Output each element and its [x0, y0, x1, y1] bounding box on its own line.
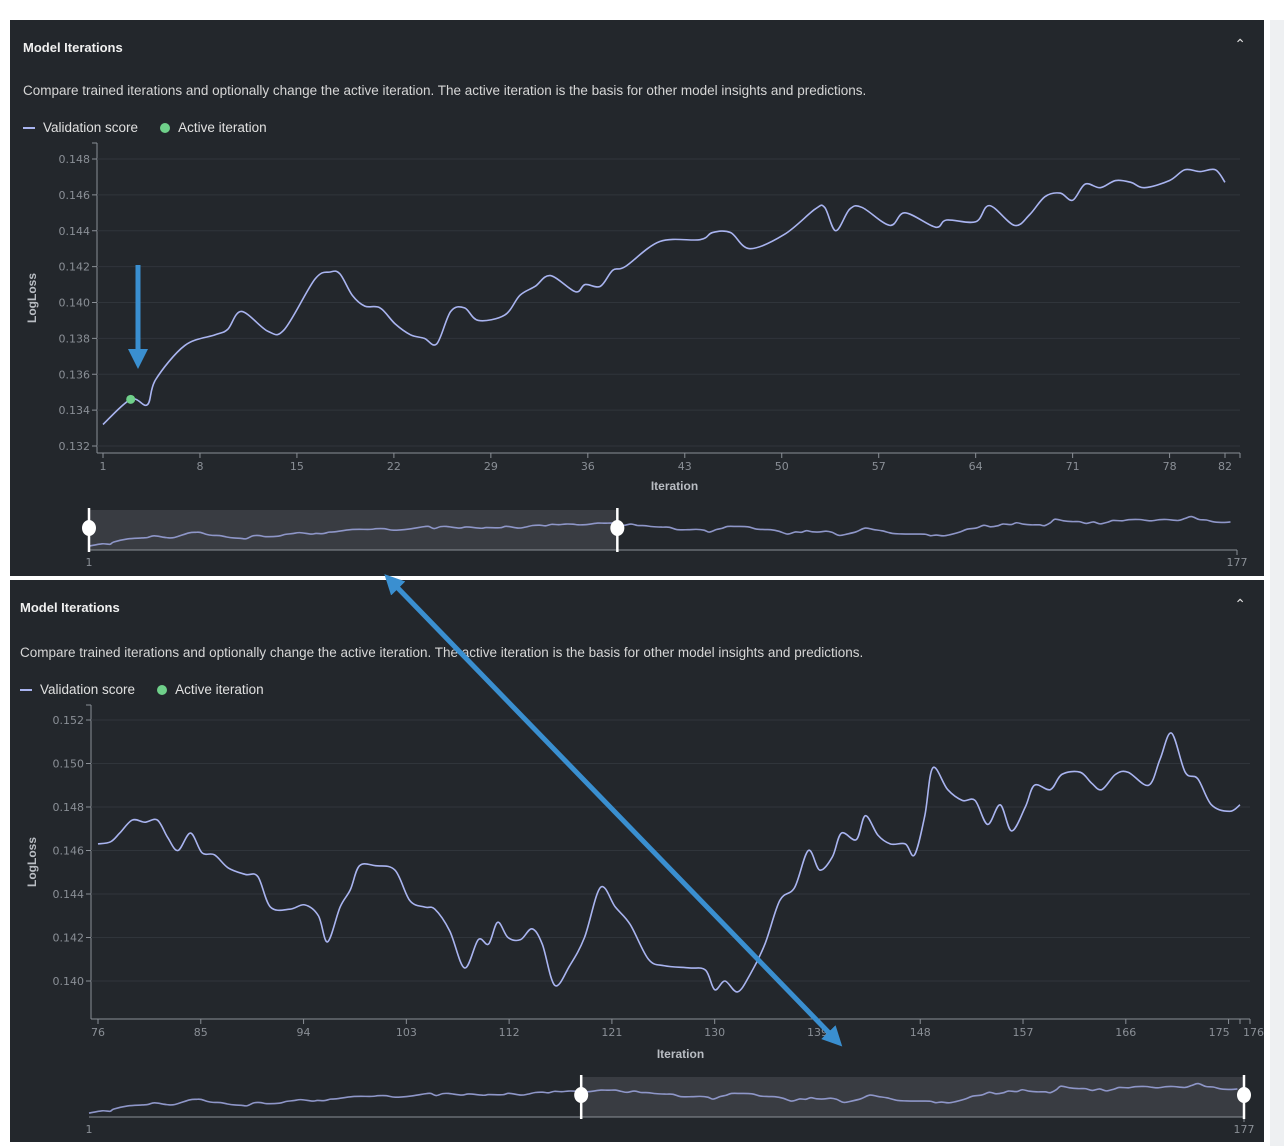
- navigator-overview-line: [88, 515, 1231, 547]
- x-tick-label: 8: [196, 460, 203, 473]
- x-tick-label: 57: [872, 460, 886, 473]
- chevron-up-icon[interactable]: ⌃: [1234, 36, 1246, 52]
- legend-dot-icon: [160, 122, 171, 133]
- x-tick-label: 103: [396, 1026, 417, 1039]
- x-tick-label: 15: [290, 460, 304, 473]
- iterations-chart[interactable]: 0.132 0.134 0.136 0.138 0.140 0.142 0.144 0.146…: [10, 20, 1264, 576]
- x-tick-label: 157: [1013, 1026, 1034, 1039]
- x-tick-label: 43: [678, 460, 692, 473]
- model-iterations-panel: Model Iterations ⌃ Compare trained itera…: [10, 20, 1264, 576]
- x-tick-label: 176: [1243, 1026, 1264, 1039]
- iterations-chart[interactable]: 0.140 0.142 0.144 0.146 0.148 0.150 0.152 76 85 9…: [10, 580, 1264, 1142]
- y-tick-label: 0.142: [59, 261, 91, 274]
- x-tick-label: 94: [297, 1026, 311, 1039]
- chevron-up-icon[interactable]: ⌃: [1234, 596, 1246, 612]
- validation-score-line[interactable]: [97, 732, 1241, 993]
- y-tick-label: 0.146: [53, 845, 85, 858]
- x-tick-label: 85: [194, 1026, 208, 1039]
- y-axis-label: LogLoss: [25, 837, 39, 887]
- navigator-min-label: 1: [86, 556, 93, 569]
- x-tick-label: 1: [100, 460, 107, 473]
- chart-legend: Validation score Active iteration: [23, 120, 267, 135]
- y-tick-label: 0.152: [53, 714, 85, 727]
- active-iteration-point[interactable]: [126, 394, 136, 404]
- y-axis-label: LogLoss: [25, 273, 39, 323]
- navigator-min-label: 1: [86, 1123, 93, 1136]
- y-tick-label: 0.140: [59, 297, 91, 310]
- x-tick-label: 82: [1218, 460, 1232, 473]
- x-tick-label: 130: [704, 1026, 725, 1039]
- y-tick-label: 0.132: [59, 440, 91, 453]
- legend-validation-score[interactable]: Validation score: [43, 120, 139, 135]
- legend-line-icon: [23, 126, 35, 129]
- x-tick-label: 175: [1209, 1026, 1230, 1039]
- legend-active-iteration[interactable]: Active iteration: [178, 120, 267, 135]
- validation-score-line[interactable]: [102, 168, 1226, 426]
- x-tick-label: 71: [1066, 460, 1080, 473]
- y-tick-label: 0.142: [53, 932, 85, 945]
- y-tick-label: 0.140: [53, 975, 85, 988]
- y-tick-label: 0.136: [59, 368, 91, 381]
- y-tick-label: 0.150: [53, 758, 85, 771]
- x-tick-label: 64: [969, 460, 983, 473]
- y-tick-label: 0.138: [59, 332, 91, 345]
- y-tick-label: 0.134: [59, 404, 91, 417]
- x-tick-label: 78: [1163, 460, 1177, 473]
- model-iterations-panel: Model Iterations ⌃ Compare trained itera…: [10, 580, 1264, 1142]
- x-tick-label: 22: [387, 460, 401, 473]
- x-tick-label: 166: [1115, 1026, 1136, 1039]
- navigator-max-label: 177: [1234, 1123, 1255, 1136]
- navigator-overview-line: [88, 1082, 1238, 1114]
- x-axis-label: Iteration: [657, 1047, 704, 1061]
- navigator-max-label: 177: [1227, 556, 1248, 569]
- panel-title: Model Iterations: [20, 600, 120, 615]
- y-tick-label: 0.144: [53, 888, 85, 901]
- legend-dot-icon: [157, 684, 168, 695]
- navigator-handle-grip-icon[interactable]: [1237, 1087, 1251, 1103]
- y-tick-label: 0.146: [59, 189, 91, 202]
- chart-legend: Validation score Active iteration: [20, 682, 264, 697]
- panel-description: Compare trained iterations and optionall…: [23, 83, 867, 98]
- x-tick-label: 121: [601, 1026, 622, 1039]
- x-tick-label: 148: [910, 1026, 931, 1039]
- x-tick-label: 29: [484, 460, 498, 473]
- x-tick-label: 50: [775, 460, 789, 473]
- legend-validation-score[interactable]: Validation score: [40, 682, 136, 697]
- y-tick-label: 0.148: [53, 801, 85, 814]
- page-scroll-edge: [1270, 20, 1284, 1146]
- panel-title: Model Iterations: [23, 40, 123, 55]
- legend-active-iteration[interactable]: Active iteration: [175, 682, 264, 697]
- navigator-handle-grip-icon[interactable]: [574, 1087, 589, 1103]
- x-tick-label: 76: [91, 1026, 105, 1039]
- y-tick-label: 0.148: [59, 153, 91, 166]
- navigator-handle-grip-icon[interactable]: [610, 520, 625, 536]
- x-axis-label: Iteration: [651, 479, 698, 493]
- x-tick-label: 112: [499, 1026, 520, 1039]
- x-tick-label: 139: [807, 1026, 828, 1039]
- y-tick-label: 0.144: [59, 225, 91, 238]
- navigator-handle-grip-icon[interactable]: [82, 520, 96, 536]
- legend-line-icon: [20, 688, 32, 691]
- x-tick-label: 36: [581, 460, 595, 473]
